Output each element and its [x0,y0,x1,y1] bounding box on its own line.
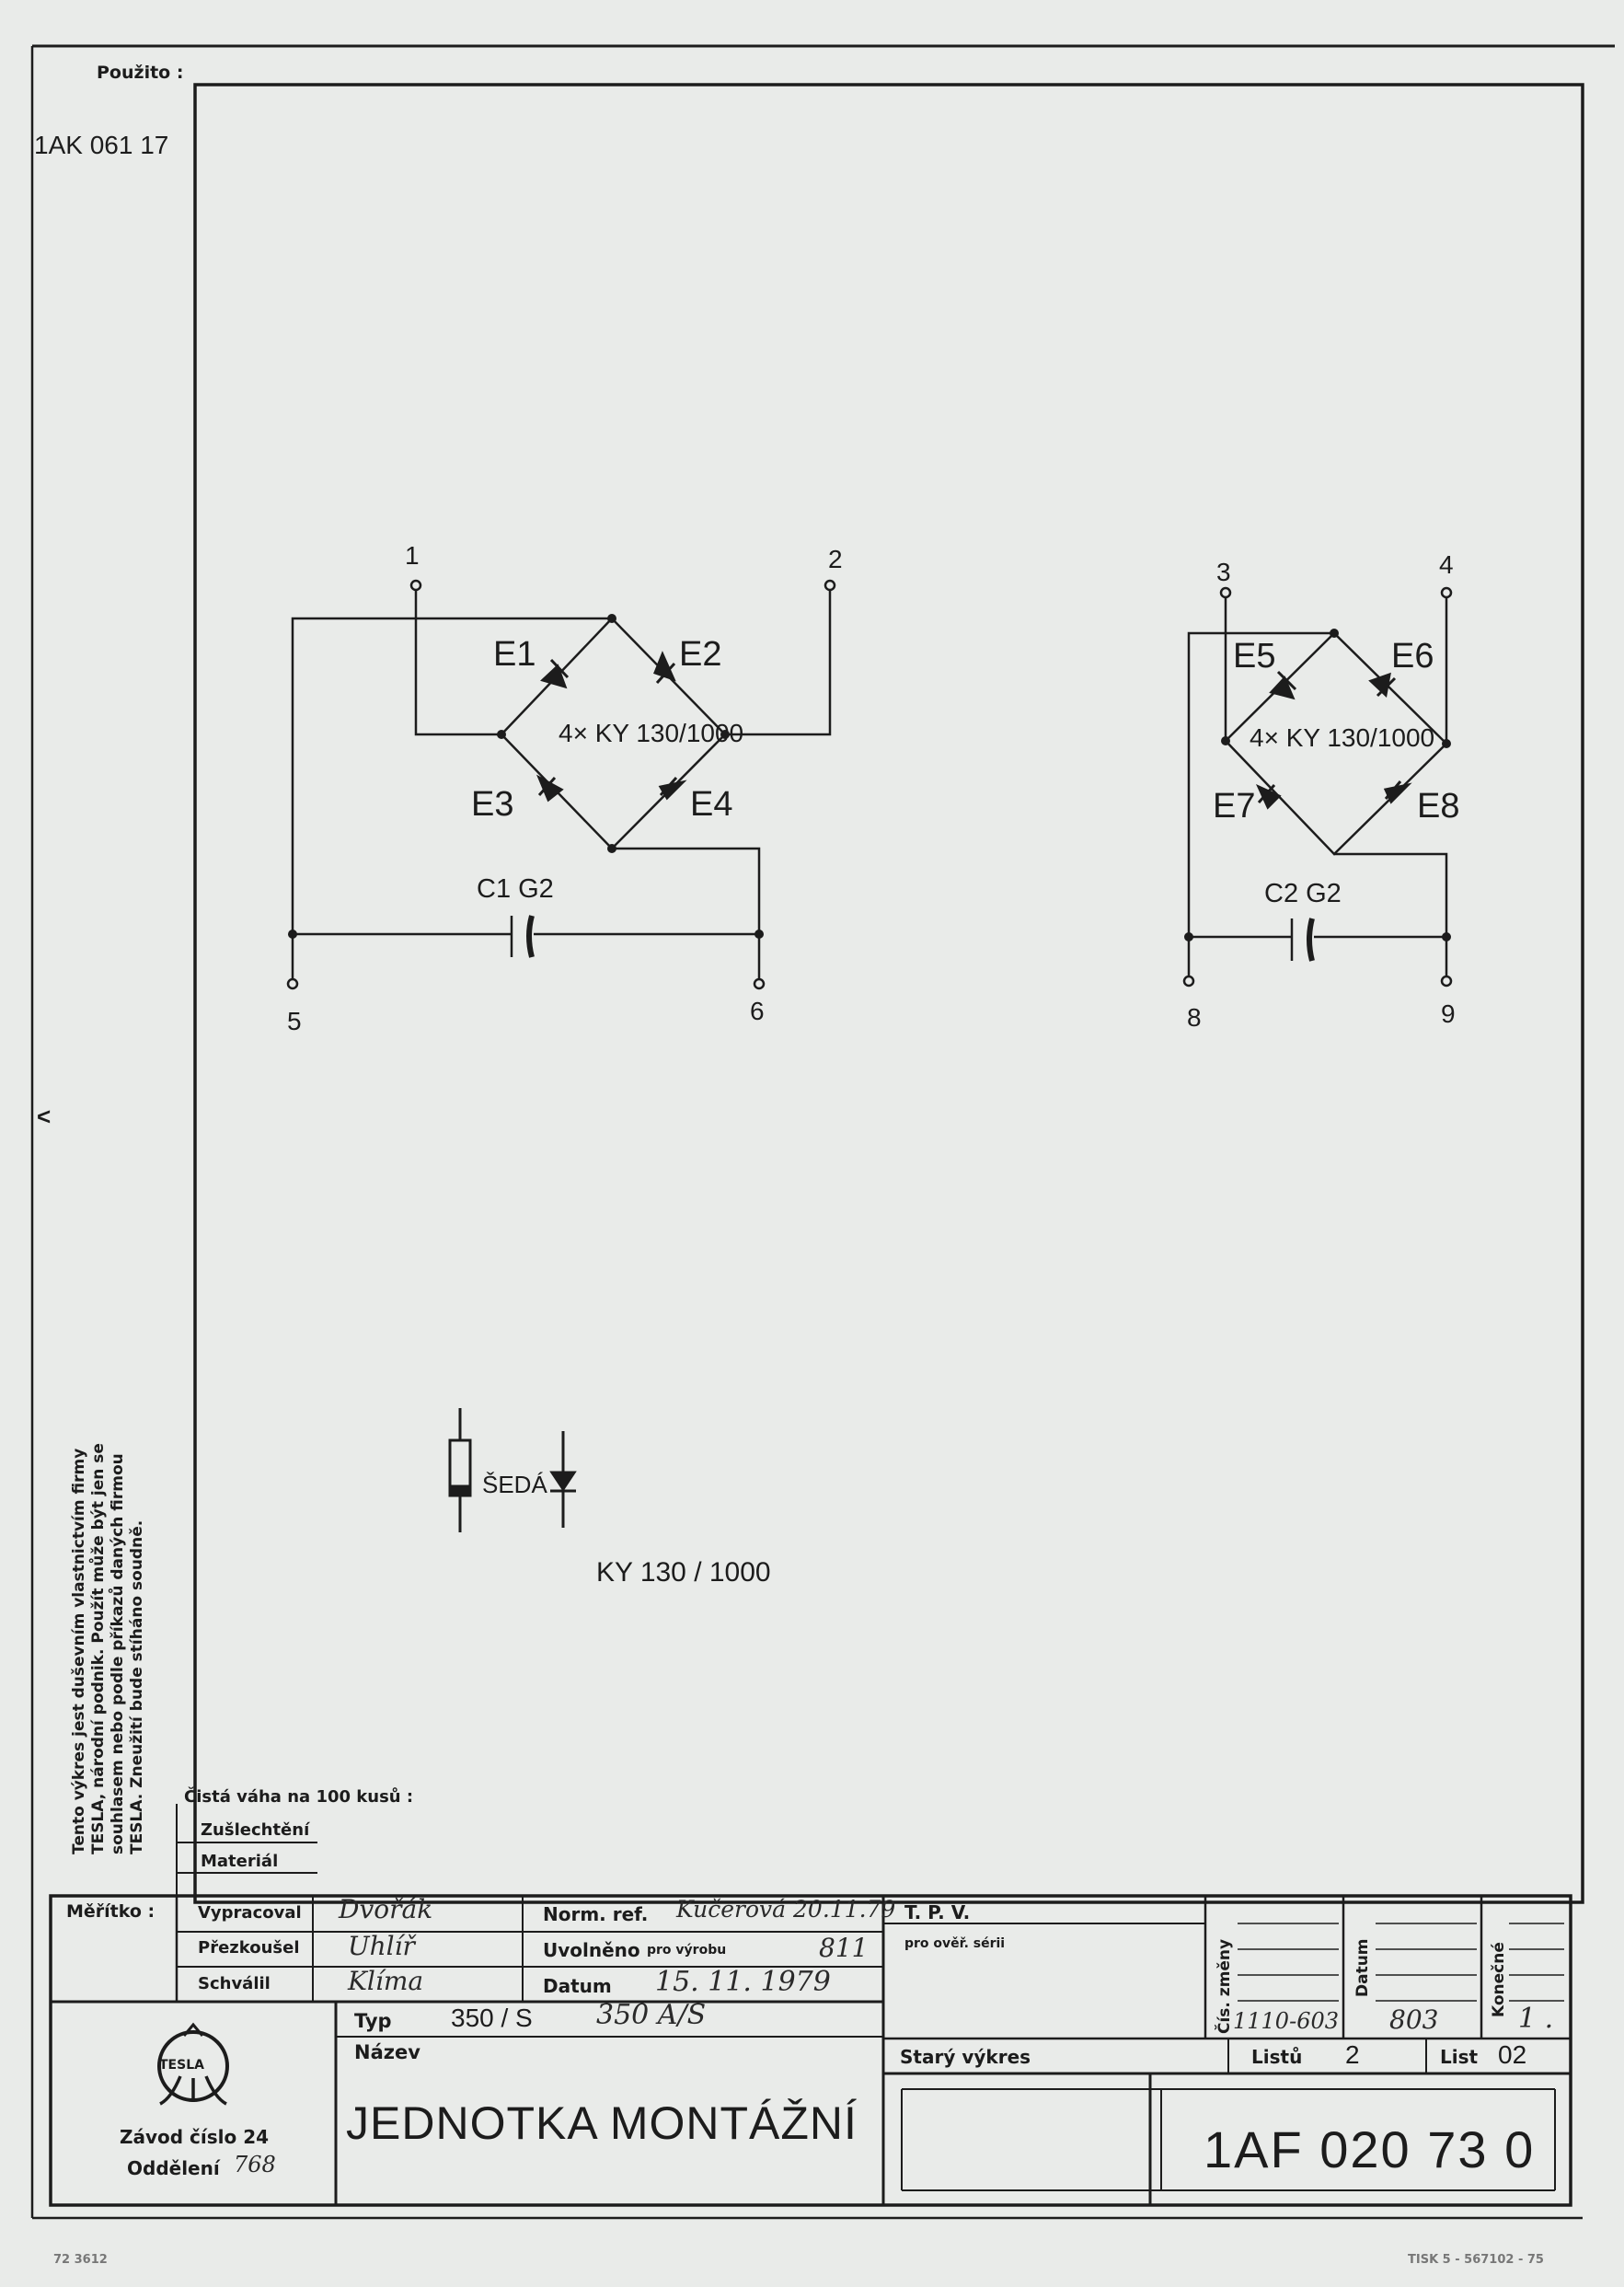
checked-by-signature: Uhlíř [348,1931,415,1961]
type-handwritten: 350 A/S [596,1999,707,2031]
diode-e8 [1383,780,1412,804]
used-value: 1AK 061 17 [34,131,169,159]
diode-e4 [658,776,687,801]
copyright-note-line: souhlasem nebo podle příkazů daných firm… [109,1453,127,1854]
terminal-5-label: 5 [287,1007,302,1035]
final-value: 1 . [1518,2003,1554,2035]
diode-e1 [540,658,570,689]
bridge-2-nodes [1184,629,1451,941]
drawing-number: 1AF 020 73 0 [1204,2120,1536,2178]
net-weight-label: Čistá váha na 100 kusů : [184,1787,414,1807]
footer-right-code: TISK 5 - 567102 - 75 [1408,2253,1544,2267]
copyright-note-line: TESLA. Zneužití bude stíháno soudně. [128,1519,146,1854]
bridge-rectifier-1 [291,589,832,980]
copyright-note-line: TESLA, národní podnik. Použít může být j… [89,1443,108,1854]
date-value: 15. 11. 1979 [655,1966,831,1998]
diode-e2 [653,651,676,685]
diode-e2-label: E2 [679,635,722,674]
scale-label: Měřítko : [66,1901,155,1922]
diode-e8-label: E8 [1417,787,1460,826]
norm-ref-value: Kučerová 20.11.79 [676,1896,896,1923]
checked-by-label: Přezkoušel [198,1938,300,1958]
change-number-label: Čís. změny [1215,1938,1234,2034]
drawn-by-label: Vypracoval [198,1903,302,1923]
diode-symbol-legend [549,1431,577,1528]
footer-left-code: 72 3612 [53,2253,108,2267]
terminal-2-label: 2 [828,545,843,573]
diode-e4-label: E4 [690,785,733,824]
copyright-note-line: Tento výkres jest duševním vlastnictvím … [70,1448,88,1854]
change-date-label: Datum [1353,1938,1372,1997]
diode-e1-label: E1 [493,635,536,674]
bridge-2-terminals [1182,586,1453,988]
diode-e3-label: E3 [471,785,514,824]
released-sub-label: pro výrobu [647,1943,727,1958]
department-value: 768 [234,2152,276,2177]
diode-package-symbol [448,1408,472,1532]
copyright-note: Tento výkres jest duševním vlastnictvím … [70,1339,147,1854]
date-label: Datum [543,1975,612,1997]
legend-color-label: ŠEDÁ [482,1471,547,1498]
type-label: Typ [354,2010,392,2032]
bridge-rectifier-2 [1187,596,1448,977]
diode-e6 [1368,672,1397,698]
capacitor-c1 [510,915,535,958]
norm-ref-label: Norm. ref. [543,1903,649,1925]
diode-e3 [536,774,564,803]
drawing-name: JEDNOTKA MONTÁŽNÍ [346,2097,858,2149]
bridge-1-terminals [286,579,836,990]
tpv-sub-label: pro ověř. sérii [904,1936,1006,1951]
terminal-3-label: 3 [1216,558,1231,586]
name-label: Název [354,2041,420,2063]
terminal-6-label: 6 [750,997,765,1025]
diode-e5 [1269,670,1297,700]
change-number-value: 1110-603 [1233,2008,1339,2034]
diode-e5-label: E5 [1233,637,1276,676]
change-date-value: 803 [1389,2004,1439,2035]
final-label: Konečné [1490,1942,1508,2017]
sheet-count-value: 2 [1345,2040,1360,2069]
terminal-8-label: 8 [1187,1003,1202,1032]
diode-e7 [1255,783,1282,810]
sheet-count-label: Listů [1251,2046,1303,2068]
sheet-number-label: List [1440,2046,1479,2068]
diode-e7-label: E7 [1213,787,1256,826]
logo-text: TESLA [159,2058,204,2073]
terminal-9-label: 9 [1441,999,1456,1028]
bridge-2-part-label: 4× KY 130/1000 [1250,723,1435,752]
department-label: Oddělení [127,2157,220,2179]
legend-part-label: KY 130 / 1000 [596,1557,771,1588]
approved-by-signature: Klíma [348,1966,424,1996]
capacitor-c2-label: C2 G2 [1264,879,1342,908]
finishing-label: Zušlechtění [201,1820,310,1840]
margin-arrow: < [37,1103,52,1130]
bridge-1-nodes [288,614,764,939]
type-value: 350 / S [451,2004,533,2032]
diode-e6-label: E6 [1391,637,1434,676]
used-label: Použito : [97,63,184,83]
tpv-label: T. P. V. [904,1901,971,1923]
released-value: 811 [819,1933,869,1963]
old-drawing-label: Starý výkres [900,2046,1031,2068]
tesla-logo [157,2022,229,2106]
plant-number: Závod číslo 24 [120,2126,270,2148]
bridge-1-part-label: 4× KY 130/1000 [559,719,744,747]
terminal-4-label: 4 [1439,550,1454,579]
terminal-1-label: 1 [405,541,420,570]
approved-by-label: Schválil [198,1974,271,1993]
title-block-lines [49,1804,1572,2207]
released-label: Uvolněno [543,1939,640,1961]
capacitor-c2 [1290,918,1315,962]
drawing-frame [193,83,1584,1904]
drawn-by-signature: Dvořák [339,1894,433,1924]
sheet-number-value: 02 [1498,2040,1527,2069]
material-label: Materiál [201,1852,279,1871]
capacitor-c1-label: C1 G2 [477,874,554,904]
